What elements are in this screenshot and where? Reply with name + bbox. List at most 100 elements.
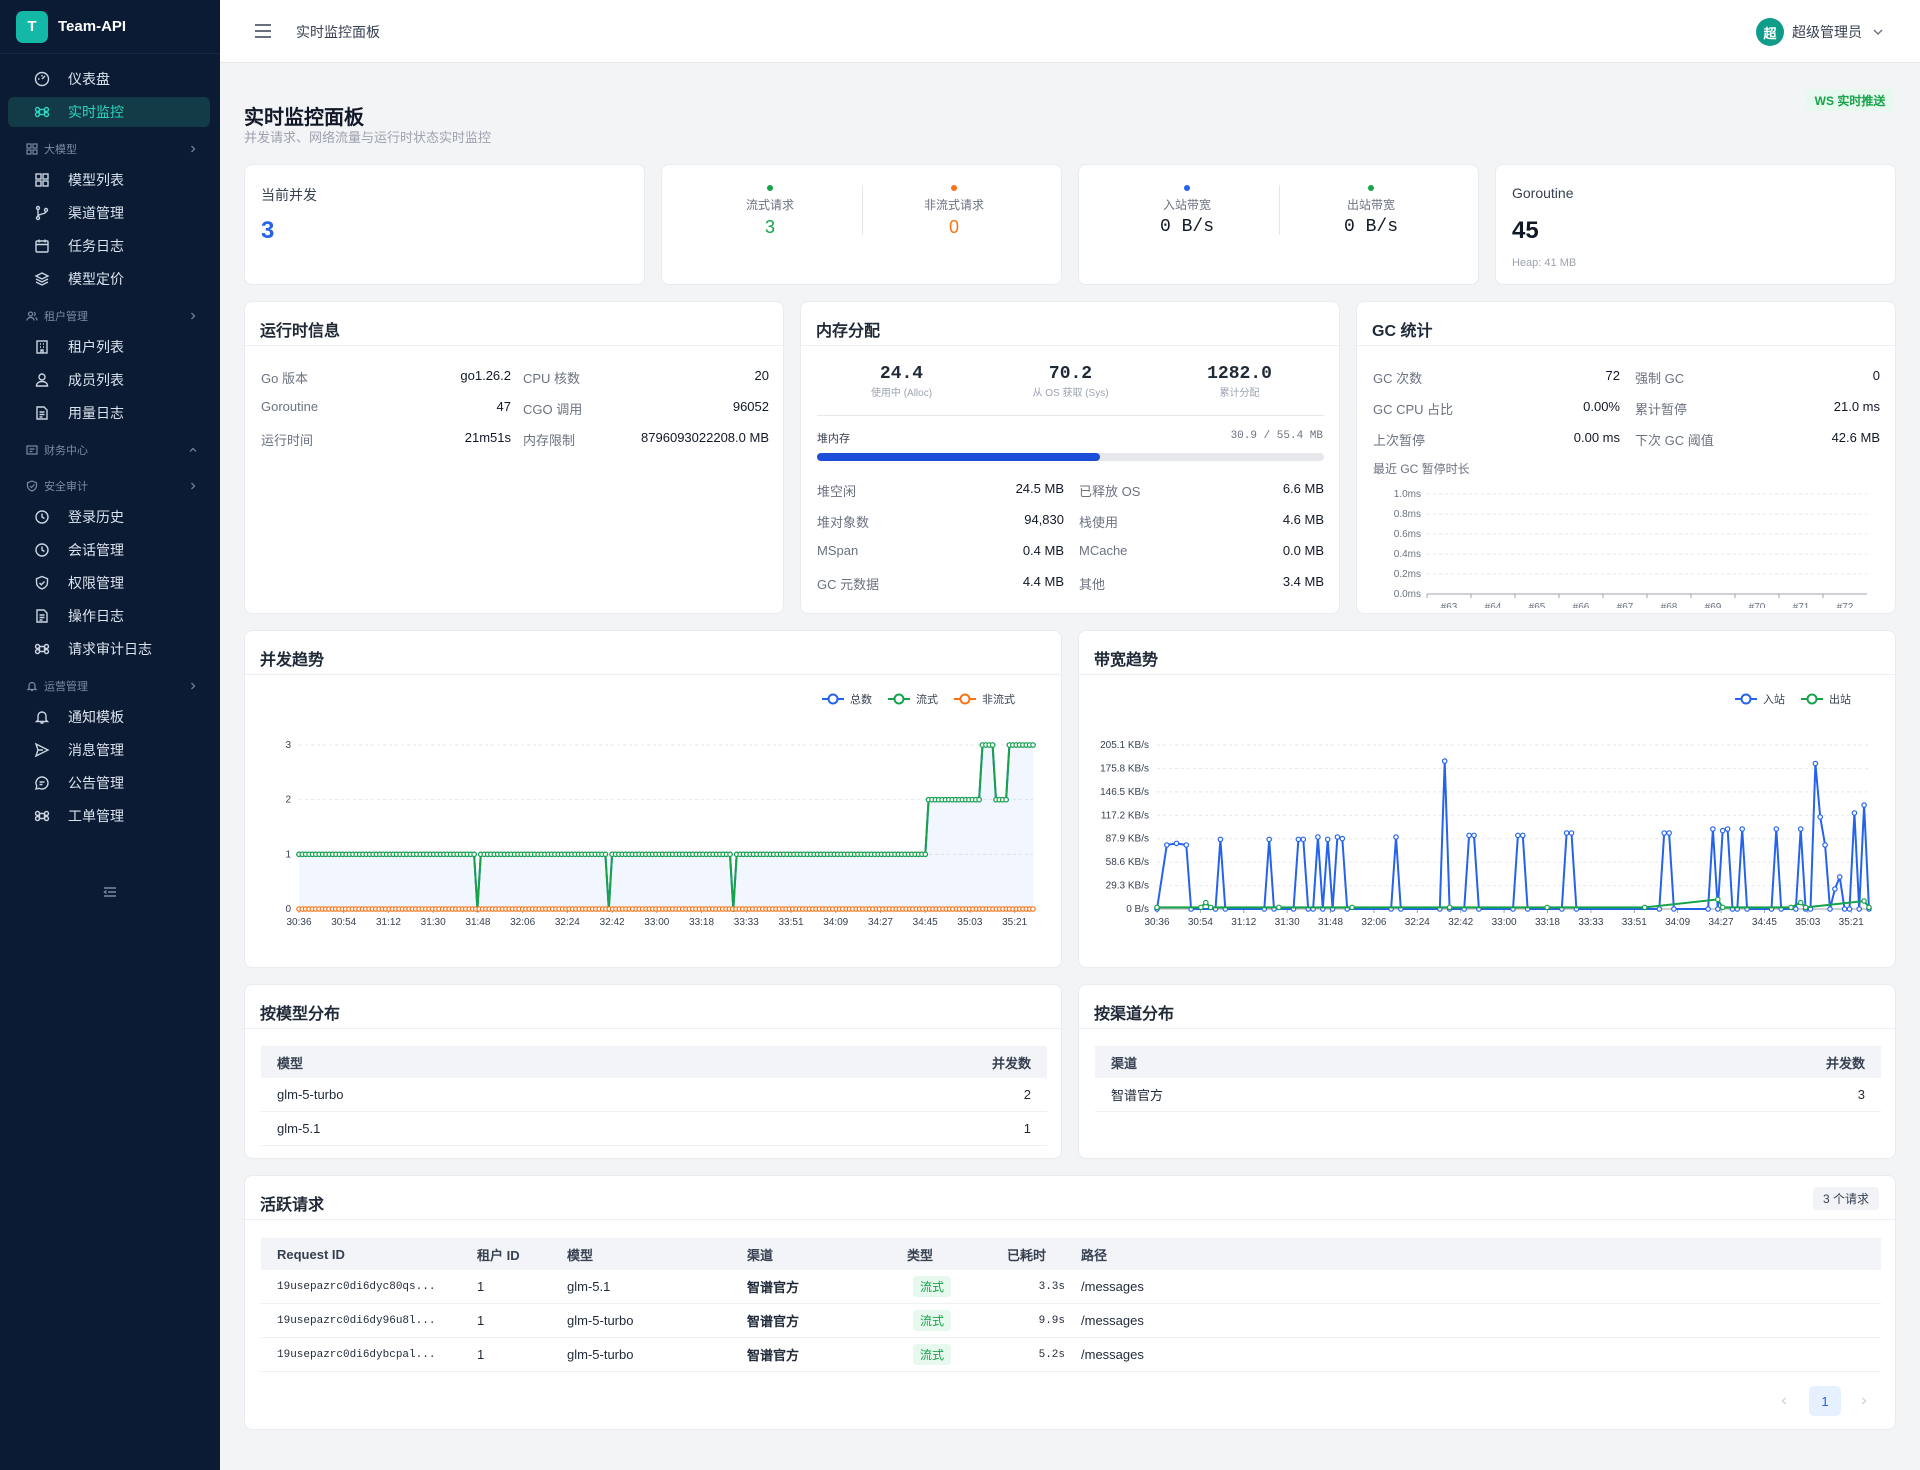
data-point [1714, 906, 1721, 912]
stream-requests: 流式请求 3 [662, 179, 878, 238]
runtime-info-value: 47 [496, 399, 511, 414]
user-menu[interactable]: 超 超级管理员 [1756, 18, 1884, 46]
data-point [1705, 906, 1711, 912]
y-tick-label: 1.0ms [1394, 489, 1421, 500]
sidebar-group-finance[interactable]: 财务中心 [8, 436, 210, 464]
runtime-info-key: 运行时间 [261, 433, 314, 448]
building-icon [36, 340, 48, 354]
sidebar-item-model-pricing[interactable]: 模型定价 [8, 264, 210, 294]
sidebar-group-label: 安全审计 [44, 481, 88, 493]
column-header-tenant-id: 租户 ID [477, 1247, 520, 1263]
x-tick-label: 34:09 [823, 917, 848, 928]
memory-row: MSpan 0.4 MB [817, 543, 1064, 559]
sidebar-item-message-management[interactable]: 消息管理 [8, 735, 210, 765]
brand-name: Team-API [58, 18, 127, 35]
data-point [1671, 906, 1677, 912]
legend-label: 出站 [1829, 692, 1851, 706]
sidebar-group-tenant[interactable]: 租户管理 [8, 302, 210, 330]
channel-name-cell: 智谱官方 [747, 1270, 799, 1303]
x-tick-label: #69 [1705, 602, 1722, 608]
request-path: /messages [1081, 1347, 1144, 1362]
stat-label: 非流式请求 [923, 198, 984, 212]
data-point [1324, 836, 1331, 843]
memory-value: 6.6 MB [1282, 481, 1324, 496]
sidebar-item-task-log[interactable]: 任务日志 [8, 231, 210, 261]
inbound-dot [1184, 185, 1190, 191]
gc-key: 上次暂停 [1373, 433, 1426, 448]
runtime-info-key: CGO 调用 [523, 402, 583, 417]
command-icon [34, 106, 50, 118]
x-tick-label: 34:27 [868, 917, 893, 928]
x-tick-label: 35:03 [1795, 917, 1820, 928]
sidebar-item-label: 会话管理 [68, 542, 124, 558]
sidebar-item-request-audit-log[interactable]: 请求审计日志 [8, 634, 210, 664]
sidebar-item-channel-management[interactable]: 渠道管理 [8, 198, 210, 228]
data-point [471, 851, 477, 858]
data-point [1866, 904, 1872, 911]
sidebar-item-realtime-monitor[interactable]: 实时监控 [8, 97, 210, 127]
runtime-info-key: 内存限制 [523, 433, 576, 448]
divider [862, 185, 863, 235]
sidebar-item-member-list[interactable]: 成员列表 [8, 365, 210, 395]
breadcrumb[interactable]: 实时监控面板 [296, 24, 380, 40]
sidebar-item-session-management[interactable]: 会话管理 [8, 535, 210, 565]
sidebar-item-label: 消息管理 [68, 742, 124, 758]
collapse-sidebar-icon[interactable] [102, 884, 118, 900]
stat-card-request-types: 流式请求 3 非流式请求 0 [661, 164, 1062, 285]
sidebar-item-permission-management[interactable]: 权限管理 [8, 568, 210, 598]
sidebar-item-announcement-management[interactable]: 公告管理 [8, 768, 210, 798]
memory-alloc-label: 使用中 (Alloc) [870, 388, 933, 399]
data-point [1832, 886, 1838, 892]
request-count-badge: 3 个请求 [1812, 1187, 1879, 1210]
finance-icon [26, 445, 38, 455]
runtime-info-value: 20 [754, 368, 769, 383]
data-point [1339, 835, 1346, 842]
sidebar-group-security[interactable]: 安全审计 [8, 472, 210, 500]
x-tick-label: 32:06 [510, 917, 535, 928]
top-bar: 实时监控面板 超 超级管理员 [220, 0, 1920, 63]
x-tick-label: 32:42 [1448, 917, 1473, 928]
sidebar-item-model-list[interactable]: 模型列表 [8, 165, 210, 195]
memory-card: 内存分配 24.4 使用中 (Alloc) 70.2 从 OS 获取 (Sys)… [800, 301, 1340, 614]
sidebar-item-notification-template[interactable]: 通知模板 [8, 702, 210, 732]
pagination-prev-icon[interactable] [1779, 1396, 1789, 1406]
pagination-page-1[interactable]: 1 [1809, 1386, 1841, 1416]
x-tick-label: 34:09 [1665, 917, 1690, 928]
data-point [1817, 814, 1824, 820]
memory-total-value: 1282.0 [1207, 364, 1272, 384]
pagination-next-icon[interactable] [1859, 1396, 1869, 1406]
gc-value: 72 [1605, 368, 1620, 383]
brand[interactable]: T Team-API [0, 0, 220, 54]
column-header-model: 模型 [277, 1055, 304, 1071]
x-tick-label: #67 [1617, 602, 1634, 608]
stream-dot [767, 185, 773, 191]
table-header: Request ID 租户 ID 模型 渠道 类型 已耗时 路径 [261, 1238, 1881, 1270]
y-tick-label: 3 [285, 740, 291, 751]
data-point [1797, 826, 1804, 832]
column-header-count: 并发数 [991, 1055, 1031, 1071]
menu-toggle-icon[interactable] [254, 23, 272, 39]
sidebar-item-login-history[interactable]: 登录历史 [8, 502, 210, 532]
memory-key: 栈使用 [1079, 515, 1119, 530]
runtime-info-value: 8796093022208.0 MB [641, 430, 769, 445]
outbound-dot [1368, 185, 1374, 191]
sidebar-item-ticket-management[interactable]: 工单管理 [8, 801, 210, 831]
stat-value: 3 [261, 217, 275, 244]
sidebar-item-dashboard[interactable]: 仪表盘 [8, 64, 210, 94]
data-point [1836, 874, 1843, 880]
sidebar-item-operation-log[interactable]: 操作日志 [8, 601, 210, 631]
data-point [1856, 906, 1863, 912]
sidebar: T Team-API 仪表盘 实时监控 大模型 模型列表 渠道管理 任务日志 [0, 0, 220, 1470]
memory-total: 1282.0 累计分配 [1155, 364, 1324, 399]
y-tick-label: 146.5 KB/s [1100, 787, 1149, 798]
elapsed-time: 5.2s [1038, 1348, 1065, 1361]
memory-key: 其他 [1079, 577, 1106, 592]
data-point [1724, 826, 1731, 832]
sidebar-item-tenant-list[interactable]: 租户列表 [8, 332, 210, 362]
runtime-info-key: CPU 核数 [523, 371, 581, 386]
data-point [1739, 826, 1746, 832]
sidebar-item-usage-log[interactable]: 用量日志 [8, 398, 210, 428]
sidebar-group-operations[interactable]: 运营管理 [8, 672, 210, 700]
sidebar-item-label: 任务日志 [68, 238, 124, 254]
sidebar-group-llm[interactable]: 大模型 [8, 135, 210, 163]
